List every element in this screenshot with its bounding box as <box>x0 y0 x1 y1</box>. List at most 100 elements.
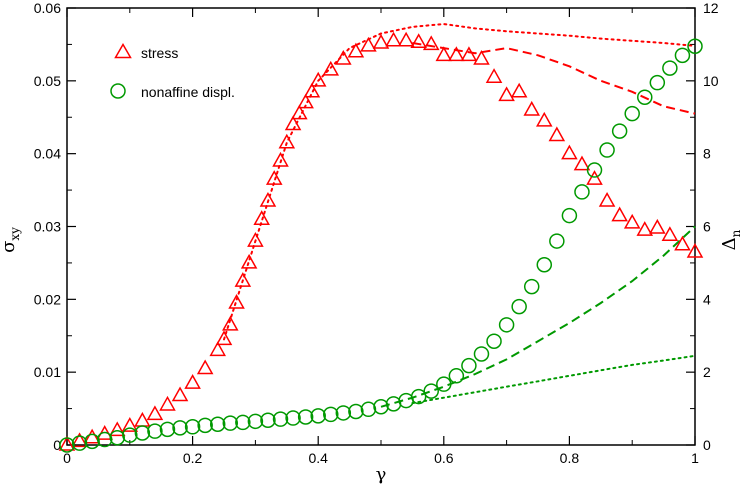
nonaffine-point <box>674 47 691 64</box>
x-tick-label: 0.2 <box>183 450 203 466</box>
stress-point <box>410 33 427 48</box>
stress-point <box>498 86 515 102</box>
svg-text:σxy: σxy <box>0 227 22 253</box>
legend: stress nonaffine displ. <box>110 42 235 100</box>
nonaffine-point <box>360 401 377 418</box>
nonaffine-point <box>235 414 251 431</box>
nonaffine-point <box>523 278 540 295</box>
stress-dashed-line <box>412 42 696 115</box>
nonaffine-point <box>222 415 239 431</box>
nonaffine-dotted-line <box>411 354 696 405</box>
y-right-tick-label: 8 <box>703 146 711 162</box>
y-left-tick-label: 0.03 <box>34 219 61 235</box>
stress-point <box>347 42 365 58</box>
nonaffine-point <box>172 420 188 436</box>
stress-point <box>372 33 390 49</box>
y-right-title-main: Δ <box>719 237 740 250</box>
nonaffine-point <box>323 406 339 423</box>
nonaffine-point <box>335 405 352 421</box>
nonaffine-point <box>310 408 326 424</box>
stress-point <box>473 49 490 65</box>
y-left-title-sub: xy <box>8 227 22 241</box>
nonaffine-point <box>473 346 490 362</box>
stress-point <box>686 242 704 258</box>
y-left-axis-title: σxy <box>0 227 22 253</box>
nonaffine-point <box>297 409 314 425</box>
nonaffine-point <box>122 427 138 443</box>
stress-point <box>228 293 245 309</box>
nonaffine-point <box>586 162 603 178</box>
nonaffine-point <box>260 412 276 428</box>
stress-point <box>422 35 440 51</box>
nonaffine-point <box>423 383 439 399</box>
y-left-tick-label: 0.05 <box>34 73 61 89</box>
nonaffine-point <box>109 429 125 446</box>
nonaffine-point <box>511 298 527 315</box>
stress-point <box>485 68 503 83</box>
stress-point <box>561 144 578 160</box>
stress-point <box>240 253 258 269</box>
stress-point <box>360 36 377 52</box>
stress-point <box>548 126 566 142</box>
y-right-tick-label: 10 <box>703 73 719 89</box>
y-left-tick-label: 0.06 <box>34 0 61 16</box>
y-right-tick-label: 4 <box>703 291 711 307</box>
nonaffine-point <box>348 403 364 420</box>
stress-point <box>536 111 553 127</box>
stress-point <box>278 133 296 149</box>
nonaffine-point <box>84 433 100 450</box>
stress-point <box>448 46 465 62</box>
stress-point <box>623 213 641 229</box>
nonaffine-point <box>662 60 678 76</box>
stress-point <box>108 421 126 437</box>
nonaffine-point <box>687 38 703 54</box>
x-tick-label: 0.6 <box>434 450 454 466</box>
stress-point <box>222 315 239 331</box>
nonaffine-point <box>134 425 151 441</box>
y-left-title-main: σ <box>0 241 19 253</box>
stress-point <box>586 170 603 185</box>
stress-point <box>303 82 321 98</box>
stress-point <box>335 49 352 65</box>
y-right-axis-title: Δn <box>719 229 743 250</box>
x-tick-label: 1 <box>691 450 699 466</box>
legend-circle-marker <box>110 83 126 99</box>
stress-point <box>272 151 289 167</box>
stress-point <box>291 104 308 120</box>
stress-point <box>385 31 402 47</box>
x-axis-title: γ <box>376 464 387 485</box>
nonaffine-point <box>209 416 226 432</box>
stress-point <box>661 226 679 241</box>
stress-point <box>196 359 214 375</box>
stress-point <box>247 232 264 247</box>
stress-point <box>523 100 540 116</box>
stress-point <box>265 170 283 185</box>
stress-point <box>510 82 528 98</box>
y-left-tick-label: 0.01 <box>34 364 61 380</box>
nonaffine-point <box>197 417 213 434</box>
stress-point <box>611 206 628 222</box>
stress-point <box>215 330 233 346</box>
y-right-title-sub: n <box>729 229 743 237</box>
nonaffine-point <box>448 368 465 384</box>
nonaffine-point <box>486 333 502 349</box>
plot-frame <box>66 7 696 446</box>
stress-point <box>435 46 453 62</box>
stress-point <box>159 395 176 411</box>
nonaffine-point <box>184 419 201 435</box>
y-left-tick-label: 0.04 <box>34 146 61 162</box>
legend-item-stress: stress <box>114 42 178 61</box>
svg-text:Δn: Δn <box>719 229 743 250</box>
stress-point <box>397 31 415 47</box>
x-tick-label: 0 <box>63 450 71 466</box>
legend-label-stress: stress <box>141 45 178 61</box>
y-left-tick-label: 0 <box>53 437 61 453</box>
y-right-tick-label: 2 <box>703 364 711 380</box>
nonaffine-point <box>59 437 75 453</box>
stress-point <box>649 218 666 234</box>
stress-point <box>674 235 691 251</box>
nonaffine-point <box>574 184 590 200</box>
nonaffine-point <box>461 357 477 374</box>
nonaffine-point <box>536 256 553 273</box>
stress-point <box>322 60 340 76</box>
